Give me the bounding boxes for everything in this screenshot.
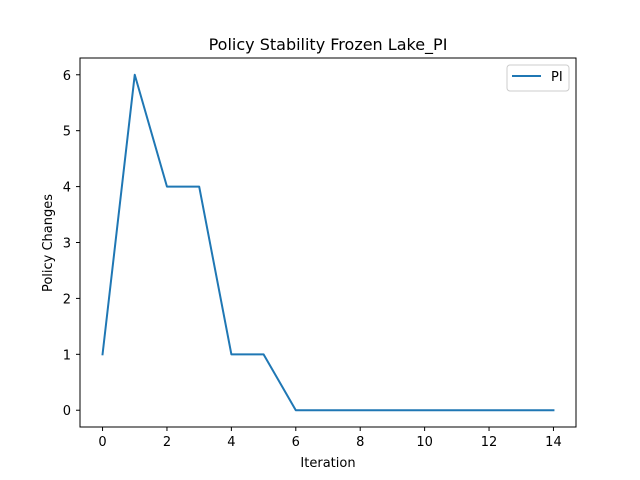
y-axis-label: Policy Changes: [41, 194, 56, 292]
x-tick-label: 10: [416, 435, 433, 450]
legend-label-pi: PI: [551, 70, 563, 85]
legend: PI: [506, 64, 570, 92]
y-tick-label: 0: [63, 404, 71, 419]
x-tick-label: 8: [356, 435, 364, 450]
legend-box: [506, 64, 570, 92]
series-layer: [101, 73, 555, 412]
y-tick-label: 4: [63, 181, 71, 196]
x-axis-label: Iteration: [300, 456, 355, 471]
plot-frame: [79, 57, 577, 428]
x-tick-label: 2: [163, 435, 171, 450]
y-tick-label: 1: [63, 348, 71, 363]
x-tick-label: 0: [98, 435, 106, 450]
y-tick-label: 6: [63, 69, 71, 84]
chart-title: Policy Stability Frozen Lake_PI: [209, 35, 448, 55]
x-tick-label: 12: [481, 435, 498, 450]
x-tick-label: 4: [227, 435, 235, 450]
y-tick-label: 5: [63, 125, 71, 140]
y-tick-label: 3: [63, 237, 71, 252]
y-tick-label: 2: [63, 292, 71, 307]
x-tick-label: 6: [292, 435, 300, 450]
x-tick-label: 14: [545, 435, 562, 450]
